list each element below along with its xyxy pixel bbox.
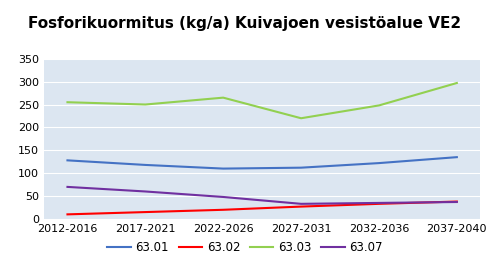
63.07 bbox=[143, 190, 148, 193]
63.02 bbox=[65, 213, 71, 216]
Line: 63.03: 63.03 bbox=[68, 83, 457, 118]
Line: 63.02: 63.02 bbox=[68, 202, 457, 214]
63.01 bbox=[454, 156, 460, 159]
63.01 bbox=[65, 159, 71, 162]
63.07 bbox=[454, 201, 460, 204]
63.01 bbox=[376, 162, 382, 165]
Text: Fosforikuormitus (kg/a) Kuivajoen vesistöalue VE2: Fosforikuormitus (kg/a) Kuivajoen vesist… bbox=[28, 16, 462, 31]
63.07 bbox=[220, 195, 226, 199]
Line: 63.07: 63.07 bbox=[68, 187, 457, 204]
63.03 bbox=[376, 104, 382, 107]
63.07 bbox=[298, 202, 304, 205]
63.02 bbox=[454, 200, 460, 203]
63.01 bbox=[220, 167, 226, 170]
63.02 bbox=[220, 208, 226, 211]
63.03 bbox=[298, 117, 304, 120]
63.01 bbox=[143, 163, 148, 167]
63.03 bbox=[65, 101, 71, 104]
63.02 bbox=[298, 205, 304, 208]
63.02 bbox=[143, 210, 148, 214]
Line: 63.01: 63.01 bbox=[68, 157, 457, 168]
63.03 bbox=[220, 96, 226, 99]
63.07 bbox=[376, 201, 382, 205]
63.01 bbox=[298, 166, 304, 169]
63.03 bbox=[454, 81, 460, 85]
63.07 bbox=[65, 185, 71, 189]
Legend: 63.01, 63.02, 63.03, 63.07: 63.01, 63.02, 63.03, 63.07 bbox=[102, 236, 388, 258]
63.03 bbox=[143, 103, 148, 106]
63.02 bbox=[376, 202, 382, 205]
